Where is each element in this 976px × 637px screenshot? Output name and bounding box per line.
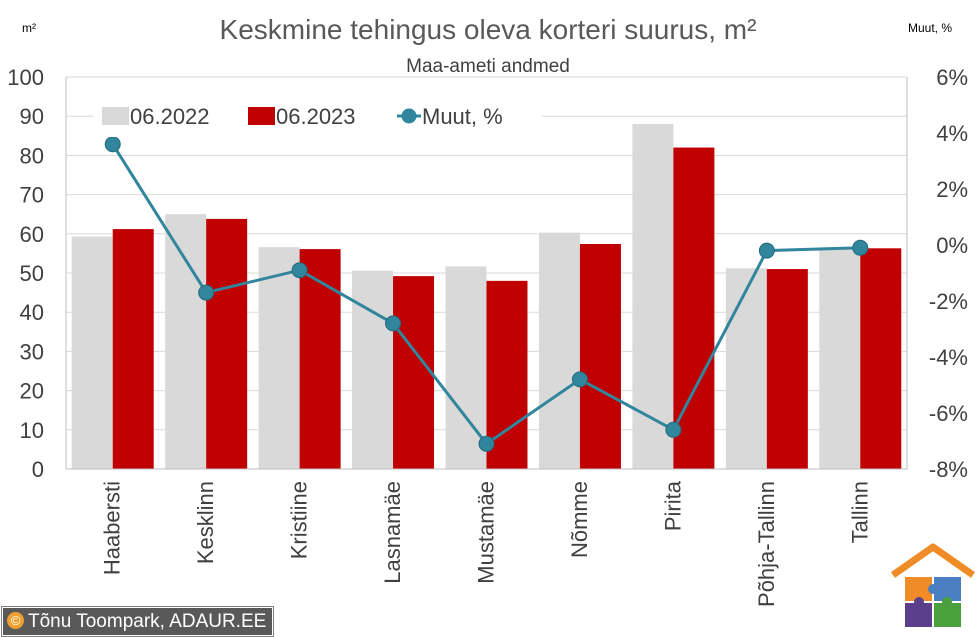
logo-piece-purple xyxy=(905,603,932,627)
legend-label: 06.2022 xyxy=(130,104,210,129)
bar-06.2023 xyxy=(766,269,808,469)
legend-label: 06.2023 xyxy=(276,104,356,129)
logo-piece-green xyxy=(934,603,961,627)
bar-06.2022 xyxy=(445,266,487,469)
logo-piece-orange xyxy=(905,577,932,601)
logo-knob-3 xyxy=(942,597,952,607)
left-tick-label: 0 xyxy=(32,457,44,482)
legend-swatch xyxy=(102,107,129,125)
change-point xyxy=(665,421,682,438)
change-point xyxy=(198,284,215,301)
category-label: Põhja-Tallinn xyxy=(754,481,779,607)
category-label: Kesklinn xyxy=(193,481,218,564)
logo-knob-2 xyxy=(914,597,924,607)
bar-06.2023 xyxy=(579,243,621,469)
right-tick-label: -6% xyxy=(929,401,968,426)
right-tick-label: 6% xyxy=(936,65,968,90)
category-label: Haabersti xyxy=(100,481,125,575)
bar-06.2023 xyxy=(860,248,902,469)
bar-06.2023 xyxy=(299,249,341,469)
right-axis-unit: Muut, % xyxy=(908,21,952,35)
bar-06.2023 xyxy=(393,276,435,469)
change-point xyxy=(852,239,869,256)
copyright-icon: © xyxy=(7,612,24,629)
bar-06.2022 xyxy=(352,270,394,469)
chart-title: Keskmine tehingus oleva korteri suurus, … xyxy=(220,14,757,45)
credit-text: Tõnu Toompark, ADAUR.EE xyxy=(28,611,267,632)
bar-06.2022 xyxy=(538,232,580,469)
titles: Keskmine tehingus oleva korteri suurus, … xyxy=(22,14,952,77)
legend-background xyxy=(94,97,542,137)
category-label: Tallinn xyxy=(847,481,872,543)
legend-swatch xyxy=(248,107,275,125)
left-tick-label: 90 xyxy=(20,104,44,129)
change-point xyxy=(104,136,121,153)
legend-marker xyxy=(401,108,417,124)
left-tick-label: 70 xyxy=(20,183,44,208)
bar-06.2022 xyxy=(258,247,300,469)
credit-badge: © Tõnu Toompark, ADAUR.EE xyxy=(2,607,274,636)
right-tick-label: -4% xyxy=(929,345,968,370)
logo-knob-1 xyxy=(928,584,938,594)
left-axis-unit: m² xyxy=(22,21,36,35)
bar-06.2022 xyxy=(819,247,861,469)
right-tick-label: -8% xyxy=(929,457,968,482)
left-tick-label: 30 xyxy=(20,339,44,364)
chart-subtitle: Maa-ameti andmed xyxy=(406,56,570,77)
left-tick-label: 60 xyxy=(20,222,44,247)
change-point xyxy=(571,371,588,388)
bar-06.2022 xyxy=(725,268,767,469)
left-tick-label: 20 xyxy=(20,379,44,404)
bar-06.2022 xyxy=(71,236,113,469)
left-tick-label: 10 xyxy=(20,418,44,443)
change-point xyxy=(758,242,775,259)
category-label: Nõmme xyxy=(567,481,592,558)
bar-06.2023 xyxy=(112,229,154,469)
change-point xyxy=(385,315,402,332)
category-label: Mustamäe xyxy=(474,481,499,584)
right-tick-label: -2% xyxy=(929,289,968,314)
category-label: Kristiine xyxy=(287,481,312,559)
left-tick-label: 40 xyxy=(20,300,44,325)
logo-piece-blue xyxy=(934,577,961,601)
legend: 06.2022 06.2023 Muut, % xyxy=(94,97,542,137)
right-tick-label: 0% xyxy=(936,233,968,258)
axes: 0 10 20 30 40 50 60 70 80 90 100 -8% -6% -4% -2% 0% 2% 4%… xyxy=(7,65,968,607)
category-label: Pirita xyxy=(660,480,685,531)
change-point xyxy=(478,435,495,452)
house-puzzle-logo xyxy=(890,543,976,627)
change-line xyxy=(104,136,869,452)
legend-label: Muut, % xyxy=(422,104,503,129)
left-tick-label: 50 xyxy=(20,261,44,286)
bars xyxy=(71,124,902,469)
left-tick-label: 80 xyxy=(20,143,44,168)
right-tick-label: 2% xyxy=(936,177,968,202)
logo-roof xyxy=(890,543,976,578)
category-label: Lasnamäe xyxy=(380,481,405,584)
change-point xyxy=(291,262,308,279)
bar-06.2023 xyxy=(206,218,248,469)
bar-06.2022 xyxy=(165,214,207,469)
left-tick-label: 100 xyxy=(7,65,44,90)
right-tick-label: 4% xyxy=(936,121,968,146)
